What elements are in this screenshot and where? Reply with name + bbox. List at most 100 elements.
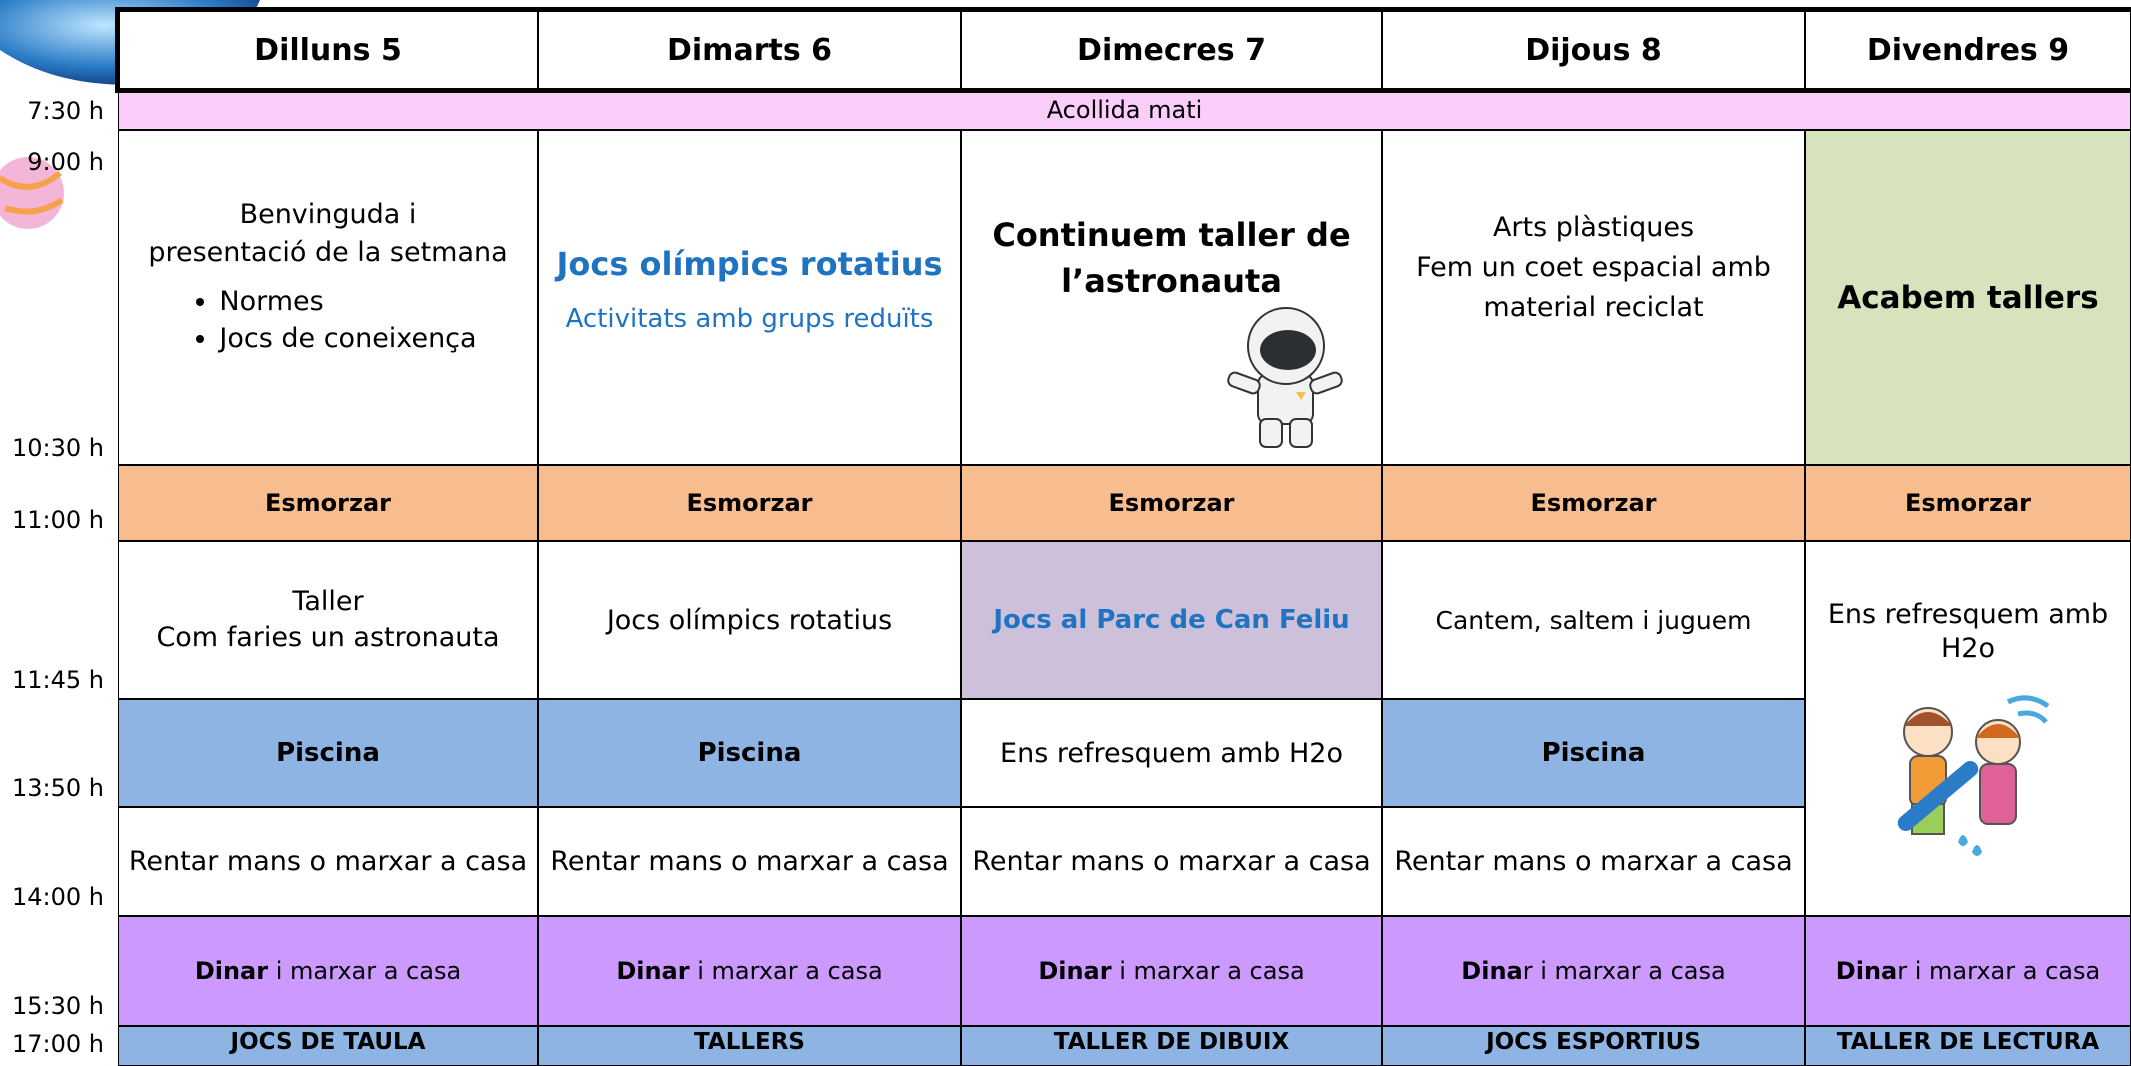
bullet-item: Jocs de coneixença xyxy=(219,323,476,354)
rentar-cell: Rentar mans o marxar a casa xyxy=(961,807,1382,916)
afternoon-text: TALLER DE DIBUIX xyxy=(1053,1029,1290,1055)
time-label: 13:50 h xyxy=(11,774,104,802)
piscina-text: Ens refresquem amb H2o xyxy=(1000,737,1343,769)
dinar-text: Dinar i marxar a casa xyxy=(1038,957,1304,985)
esmorzar-text: Esmorzar xyxy=(1530,489,1657,517)
activity-line: Arts plàstiques xyxy=(1492,211,1695,243)
esmorzar-cell: Esmorzar xyxy=(538,465,961,541)
esmorzar-text: Esmorzar xyxy=(264,489,391,517)
dinar-text: Dinar i marxar a casa xyxy=(195,957,461,985)
rentar-text: Rentar mans o marxar a casa xyxy=(972,846,1371,877)
activity-line: Fem un coet espacial amb xyxy=(1416,251,1771,283)
activity-line: material reciclat xyxy=(1483,291,1704,323)
acollida-row: Acollida mati xyxy=(118,90,2131,130)
time-label: 15:30 h xyxy=(11,992,104,1020)
bullet-list: Normes Jocs de coneixença xyxy=(179,280,476,360)
piscina-text: Piscina xyxy=(697,738,802,768)
dinar-rest: i marxar a casa xyxy=(689,957,883,985)
rentar-cell: Rentar mans o marxar a casa xyxy=(1382,807,1805,916)
activity-line: Jocs olímpics rotatius xyxy=(606,604,893,636)
day-header: Divendres 9 xyxy=(1805,10,2131,90)
time-label: 11:45 h xyxy=(11,666,104,694)
dinar-bold: Dinar xyxy=(616,957,690,985)
activity-line: Com faries un astronauta xyxy=(156,622,500,653)
afternoon-cell: TALLER DE DIBUIX xyxy=(961,1026,1382,1066)
rentar-cell: Rentar mans o marxar a casa xyxy=(118,807,538,916)
piscina-cell: Ens refresquem amb H2o xyxy=(961,699,1382,807)
esmorzar-text: Esmorzar xyxy=(1904,489,2031,517)
piscina-cell: Piscina xyxy=(118,699,538,807)
activity-line: Taller xyxy=(292,586,364,617)
dinar-bold: Dinar xyxy=(194,957,269,985)
dinar-cell: Dinar i marxar a casa xyxy=(538,916,961,1026)
bullet-item: Normes xyxy=(219,286,476,317)
activity-cell: Jocs olímpics rotatius Activitats amb gru… xyxy=(538,130,961,465)
rentar-text: Rentar mans o marxar a casa xyxy=(128,846,528,877)
afternoon-text: JOCS ESPORTIUS xyxy=(1486,1029,1701,1055)
afternoon-text: TALLERS xyxy=(693,1029,805,1055)
day-name: Dilluns 5 xyxy=(254,32,402,68)
time-label: 10:30 h xyxy=(11,434,104,462)
activity-line: Cantem, saltem i juguem xyxy=(1435,605,1752,635)
dinar-rest: i marxar a casa xyxy=(268,957,462,985)
time-label: 14:00 h xyxy=(11,883,104,911)
rentar-text: Rentar mans o marxar a casa xyxy=(1394,846,1793,877)
afternoon-cell: TALLERS xyxy=(538,1026,961,1066)
dinar-rest: r i marxar a casa xyxy=(1522,957,1726,985)
activity-line: l’astronauta xyxy=(1061,261,1282,300)
dinar-bold: Dinar xyxy=(1038,957,1112,985)
time-label: 7:30 h xyxy=(27,97,104,125)
piscina-cell: Piscina xyxy=(538,699,961,807)
planet-decoration xyxy=(0,157,64,229)
day-name: Dijous 8 xyxy=(1525,32,1662,68)
esmorzar-cell: Esmorzar xyxy=(118,465,538,541)
kids-image xyxy=(1897,695,2050,856)
activity-cell: Jocs al Parc de Can Feliu xyxy=(961,541,1382,699)
piscina-cell: Piscina xyxy=(1382,699,1805,807)
afternoon-cell: TALLER DE LECTURA xyxy=(1805,1026,2131,1066)
dinar-cell: Dinar i marxar a casa xyxy=(961,916,1382,1026)
time-label: 17:00 h xyxy=(11,1030,104,1058)
activity-line: presentació de la setmana xyxy=(148,236,508,268)
activity-cell: Benvinguda i presentació de la setmana Nor… xyxy=(118,130,538,465)
dinar-cell: Dinar i marxar a casa xyxy=(1805,916,2131,1026)
esmorzar-text: Esmorzar xyxy=(1108,489,1235,517)
dinar-bold: Dina xyxy=(1461,957,1523,985)
afternoon-text: TALLER DE LECTURA xyxy=(1836,1029,2100,1055)
esmorzar-cell: Esmorzar xyxy=(1805,465,2131,541)
time-label: 11:00 h xyxy=(11,506,104,534)
day-header: Dijous 8 xyxy=(1382,10,1805,90)
afternoon-cell: JOCS ESPORTIUS xyxy=(1382,1026,1805,1066)
activity-cell: Acabem tallers xyxy=(1805,130,2131,465)
esmorzar-text: Esmorzar xyxy=(686,489,813,517)
activity-line: Acabem tallers xyxy=(1837,279,2099,316)
piscina-text: Piscina xyxy=(1541,738,1646,768)
day-name: Dimecres 7 xyxy=(1077,32,1266,68)
header-border xyxy=(115,7,2131,93)
friday-block: Ens refresquem amb H2o xyxy=(1805,541,2131,916)
activity-line: Continuem taller de xyxy=(992,215,1351,254)
dinar-rest: r i marxar a casa xyxy=(1897,957,2101,985)
activity-subtitle: Activitats amb grups reduïts xyxy=(565,303,934,334)
dinar-cell: Dinar i marxar a casa xyxy=(1382,916,1805,1026)
day-name: Divendres 9 xyxy=(1866,32,2070,68)
astronaut-image xyxy=(1227,307,1343,448)
dinar-bold: Dina xyxy=(1835,957,1898,985)
piscina-text: Piscina xyxy=(276,738,380,768)
dinar-text: Dinar i marxar a casa xyxy=(1461,957,1725,985)
activity-cell: Cantem, saltem i juguem xyxy=(1382,541,1805,699)
activity-cell: Arts plàstiques Fem un coet espacial amb m… xyxy=(1382,130,1805,465)
rentar-text: Rentar mans o marxar a casa xyxy=(550,846,949,877)
dinar-text: Dinar i marxar a casa xyxy=(616,957,882,985)
dinar-text: Dinar i marxar a casa xyxy=(1836,957,2100,985)
activity-line: Benvinguda i xyxy=(239,198,417,230)
esmorzar-cell: Esmorzar xyxy=(1382,465,1805,541)
day-header: Dimecres 7 xyxy=(961,10,1382,90)
friday-text: Ens refresquem amb H2o xyxy=(1827,599,2109,664)
afternoon-cell: JOCS DE TAULA xyxy=(118,1026,538,1066)
time-label: 9:00 h xyxy=(27,148,104,176)
acollida-text: Acollida mati xyxy=(1046,96,1203,124)
esmorzar-cell: Esmorzar xyxy=(961,465,1382,541)
dinar-rest: i marxar a casa xyxy=(1111,957,1305,985)
